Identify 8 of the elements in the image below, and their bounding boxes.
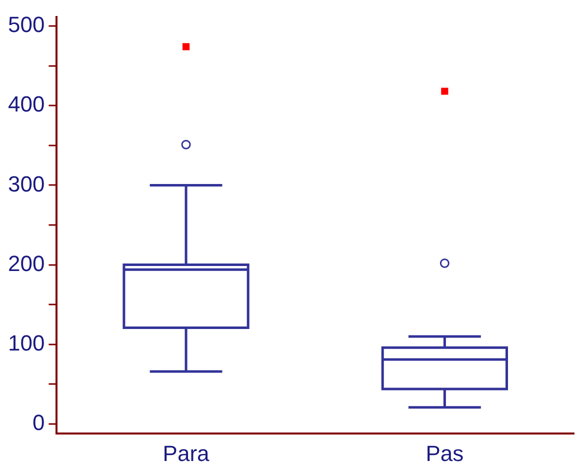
x-tick-label: Para: [162, 440, 210, 466]
x-tick-label: Pas: [426, 440, 464, 466]
y-tick-label: 500: [8, 12, 45, 38]
y-tick-label: 300: [8, 171, 45, 196]
y-tick-label: 100: [8, 330, 45, 356]
y-tick-label: 0: [32, 410, 45, 436]
y-tick-label: 200: [8, 250, 45, 276]
y-tick-label: 400: [8, 92, 45, 117]
